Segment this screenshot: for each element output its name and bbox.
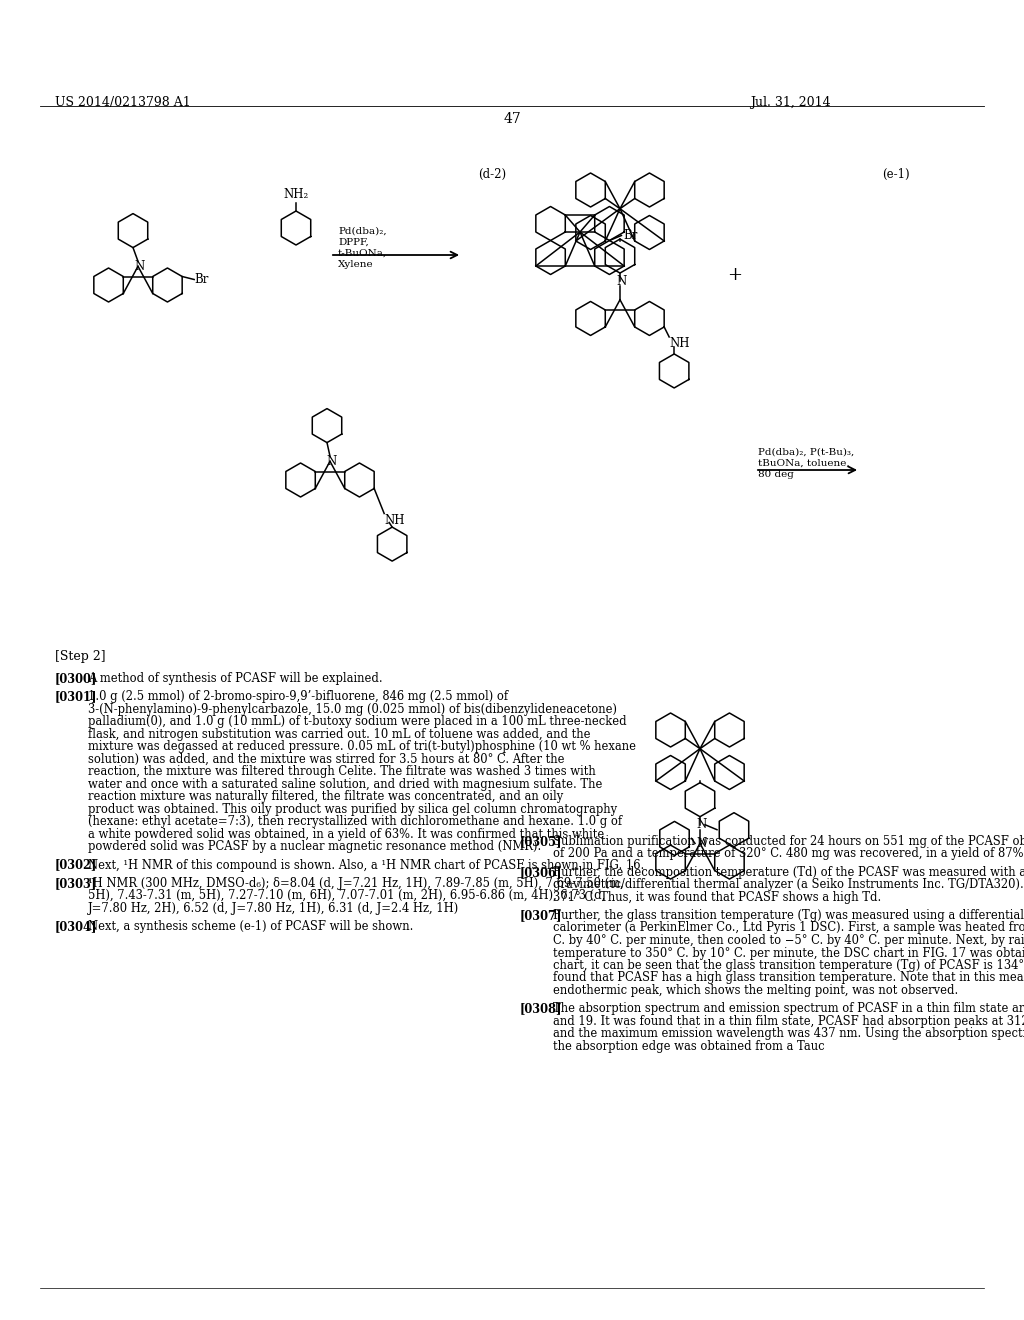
Text: ¹H NMR (300 MHz, DMSO-d₆); δ=8.04 (d, J=7.21 Hz, 1H), 7.89-7.85 (m, 5H), 7.69-7.: ¹H NMR (300 MHz, DMSO-d₆); δ=8.04 (d, J=… — [88, 876, 624, 890]
Text: Br: Br — [195, 273, 209, 286]
Text: temperature to 350° C. by 10° C. per minute, the DSC chart in FIG. 17 was obtain: temperature to 350° C. by 10° C. per min… — [553, 946, 1024, 960]
Text: 5H), 7.43-7.31 (m, 5H), 7.27-7.10 (m, 6H), 7.07-7.01 (m, 2H), 6.95-6.86 (m, 4H),: 5H), 7.43-7.31 (m, 5H), 7.27-7.10 (m, 6H… — [88, 890, 605, 903]
Text: Pd(dba)₂, P(t-Bu)₃,: Pd(dba)₂, P(t-Bu)₃, — [758, 447, 854, 457]
Text: t-BuONa,: t-BuONa, — [338, 249, 387, 257]
Text: [0303]: [0303] — [55, 876, 97, 890]
Text: A method of synthesis of PCASF will be explained.: A method of synthesis of PCASF will be e… — [88, 672, 383, 685]
Text: and 19. It was found that in a thin film state, PCASF had absorption peaks at 31: and 19. It was found that in a thin film… — [553, 1015, 1024, 1028]
Text: N: N — [697, 837, 708, 850]
Text: [0307]: [0307] — [520, 909, 562, 921]
Text: Further, the glass transition temperature (Tg) was measured using a differential: Further, the glass transition temperatur… — [553, 909, 1024, 921]
Text: palladium(0), and 1.0 g (10 mmL) of t-butoxy sodium were placed in a 100 mL thre: palladium(0), and 1.0 g (10 mmL) of t-bu… — [88, 715, 627, 729]
Text: N: N — [327, 455, 337, 467]
Text: Pd(dba)₂,: Pd(dba)₂, — [338, 227, 387, 236]
Text: calorimeter (a PerkinElmer Co., Ltd Pyris 1 DSC). First, a sample was heated fro: calorimeter (a PerkinElmer Co., Ltd Pyri… — [553, 921, 1024, 935]
Text: found that PCASF has a high glass transition temperature. Note that in this meas: found that PCASF has a high glass transi… — [553, 972, 1024, 985]
Text: reaction mixture was naturally filtered, the filtrate was concentrated, and an o: reaction mixture was naturally filtered,… — [88, 791, 563, 804]
Text: [0305]: [0305] — [520, 836, 562, 847]
Text: DPPF,: DPPF, — [338, 238, 369, 247]
Text: NH: NH — [669, 337, 690, 350]
Text: a white powdered solid was obtained, in a yield of 63%. It was confirmed that th: a white powdered solid was obtained, in … — [88, 828, 604, 841]
Text: [0306]: [0306] — [520, 866, 562, 879]
Text: +: + — [727, 267, 742, 284]
Text: Sublimation purification was conducted for 24 hours on 551 mg of the PCASF obtai: Sublimation purification was conducted f… — [553, 836, 1024, 847]
Text: Br: Br — [624, 228, 638, 242]
Text: (hexane: ethyl acetate=7:3), then recrystallized with dichloromethane and hexane: (hexane: ethyl acetate=7:3), then recrys… — [88, 816, 622, 828]
Text: N: N — [135, 260, 145, 273]
Text: [0308]: [0308] — [520, 1002, 562, 1015]
Text: powdered solid was PCASF by a nuclear magnetic resonance method (NMR).: powdered solid was PCASF by a nuclear ma… — [88, 841, 541, 853]
Text: reaction, the mixture was filtered through Celite. The filtrate was washed 3 tim: reaction, the mixture was filtered throu… — [88, 766, 596, 779]
Text: 3-(N-phenylamino)-9-phenylcarbazole, 15.0 mg (0.025 mmol) of bis(dibenzylideneac: 3-(N-phenylamino)-9-phenylcarbazole, 15.… — [88, 702, 616, 715]
Text: Xylene: Xylene — [338, 260, 374, 269]
Text: NH: NH — [384, 513, 404, 527]
Text: flask, and nitrogen substitution was carried out. 10 mL of toluene was added, an: flask, and nitrogen substitution was car… — [88, 727, 591, 741]
Text: US 2014/0213798 A1: US 2014/0213798 A1 — [55, 96, 190, 110]
Text: NH₂: NH₂ — [284, 187, 308, 201]
Text: Jul. 31, 2014: Jul. 31, 2014 — [750, 96, 830, 110]
Text: Next, ¹H NMR of this compound is shown. Also, a ¹H NMR chart of PCASF is shown i: Next, ¹H NMR of this compound is shown. … — [88, 858, 644, 871]
Text: [0301]: [0301] — [55, 690, 97, 704]
Text: endothermic peak, which shows the melting point, was not observed.: endothermic peak, which shows the meltin… — [553, 983, 958, 997]
Text: gravimetric/differential thermal analyzer (a Seiko Instruments Inc. TG/DTA320). : gravimetric/differential thermal analyze… — [553, 878, 1024, 891]
Text: of 200 Pa and a temperature of 320° C. 480 mg was recovered, in a yield of 87%.: of 200 Pa and a temperature of 320° C. 4… — [553, 847, 1024, 861]
Text: tBuONa, toluene,: tBuONa, toluene, — [758, 459, 850, 469]
Text: mixture was degassed at reduced pressure. 0.05 mL of tri(t-butyl)phosphine (10 w: mixture was degassed at reduced pressure… — [88, 741, 636, 754]
Text: (d-2): (d-2) — [478, 168, 506, 181]
Text: the absorption edge was obtained from a Tauc: the absorption edge was obtained from a … — [553, 1040, 824, 1053]
Text: Further, the decomposition temperature (Td) of the PCASF was measured with a the: Further, the decomposition temperature (… — [553, 866, 1024, 879]
Text: 80 deg: 80 deg — [758, 470, 794, 479]
Text: [0300]: [0300] — [55, 672, 97, 685]
Text: C. by 40° C. per minute, then cooled to −5° C. by 40° C. per minute. Next, by ra: C. by 40° C. per minute, then cooled to … — [553, 935, 1024, 946]
Text: Next, a synthesis scheme (e-1) of PCASF will be shown.: Next, a synthesis scheme (e-1) of PCASF … — [88, 920, 414, 933]
Text: [0304]: [0304] — [55, 920, 97, 933]
Text: 371° C. Thus, it was found that PCASF shows a high Td.: 371° C. Thus, it was found that PCASF sh… — [553, 891, 881, 904]
Text: [0302]: [0302] — [55, 858, 97, 871]
Text: and the maximum emission wavelength was 437 nm. Using the absorption spectrum da: and the maximum emission wavelength was … — [553, 1027, 1024, 1040]
Text: water and once with a saturated saline solution, and dried with magnesium sulfat: water and once with a saturated saline s… — [88, 777, 602, 791]
Text: The absorption spectrum and emission spectrum of PCASF in a thin film state are : The absorption spectrum and emission spe… — [553, 1002, 1024, 1015]
Text: solution) was added, and the mixture was stirred for 3.5 hours at 80° C. After t: solution) was added, and the mixture was… — [88, 752, 564, 766]
Text: N: N — [697, 818, 708, 832]
Text: [Step 2]: [Step 2] — [55, 649, 105, 663]
Text: (e-1): (e-1) — [882, 168, 909, 181]
Text: J=7.80 Hz, 2H), 6.52 (d, J=7.80 Hz, 1H), 6.31 (d, J=2.4 Hz, 1H): J=7.80 Hz, 2H), 6.52 (d, J=7.80 Hz, 1H),… — [88, 902, 459, 915]
Text: 1.0 g (2.5 mmol) of 2-bromo-spiro-9,9’-bifluorene, 846 mg (2.5 mmol) of: 1.0 g (2.5 mmol) of 2-bromo-spiro-9,9’-b… — [88, 690, 508, 704]
Text: 47: 47 — [503, 112, 521, 125]
Text: product was obtained. This oily product was purified by silica gel column chroma: product was obtained. This oily product … — [88, 803, 617, 816]
Text: chart, it can be seen that the glass transition temperature (Tg) of PCASF is 134: chart, it can be seen that the glass tra… — [553, 960, 1024, 972]
Text: N: N — [616, 275, 627, 288]
